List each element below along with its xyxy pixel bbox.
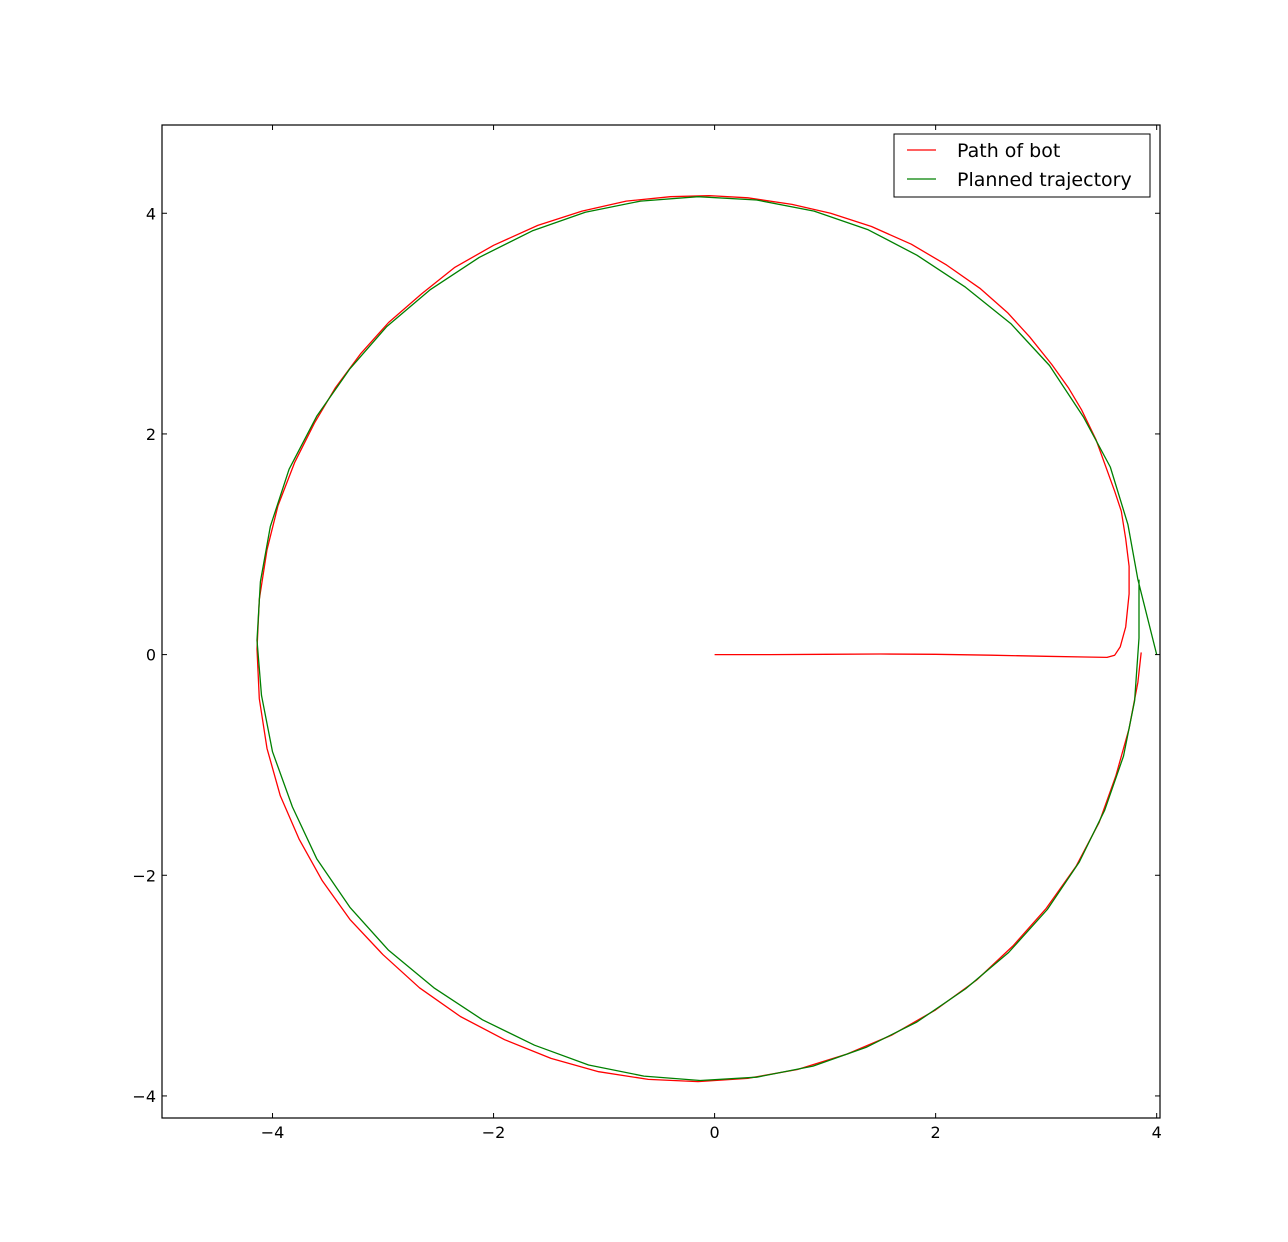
x-tick-label: −4: [261, 1123, 285, 1142]
x-tick-label: −2: [482, 1123, 506, 1142]
y-tick-label: −2: [132, 866, 156, 885]
legend-box: [893, 133, 1151, 198]
x-tick-label: 4: [1152, 1123, 1162, 1142]
series-line-planned-trajectory: [256, 196, 1158, 1082]
plot-frame: [161, 124, 1161, 1119]
y-tick-label: 2: [146, 425, 156, 444]
y-tick-label: 0: [146, 646, 156, 665]
legend: Path of bot Planned trajectory: [893, 133, 1151, 198]
ticks-layer: −4 −2 0 2 4 −4 −2 0 2 4: [132, 125, 1162, 1142]
x-tick-label: 2: [931, 1123, 941, 1142]
y-tick-label: 4: [146, 204, 156, 223]
legend-label: Planned trajectory: [957, 169, 1132, 191]
plot-area: [162, 125, 1160, 1118]
x-tick-label: 0: [710, 1123, 720, 1142]
series-layer: [256, 194, 1158, 1083]
legend-label: Path of bot: [957, 140, 1060, 162]
y-tick-label: −4: [132, 1087, 156, 1106]
